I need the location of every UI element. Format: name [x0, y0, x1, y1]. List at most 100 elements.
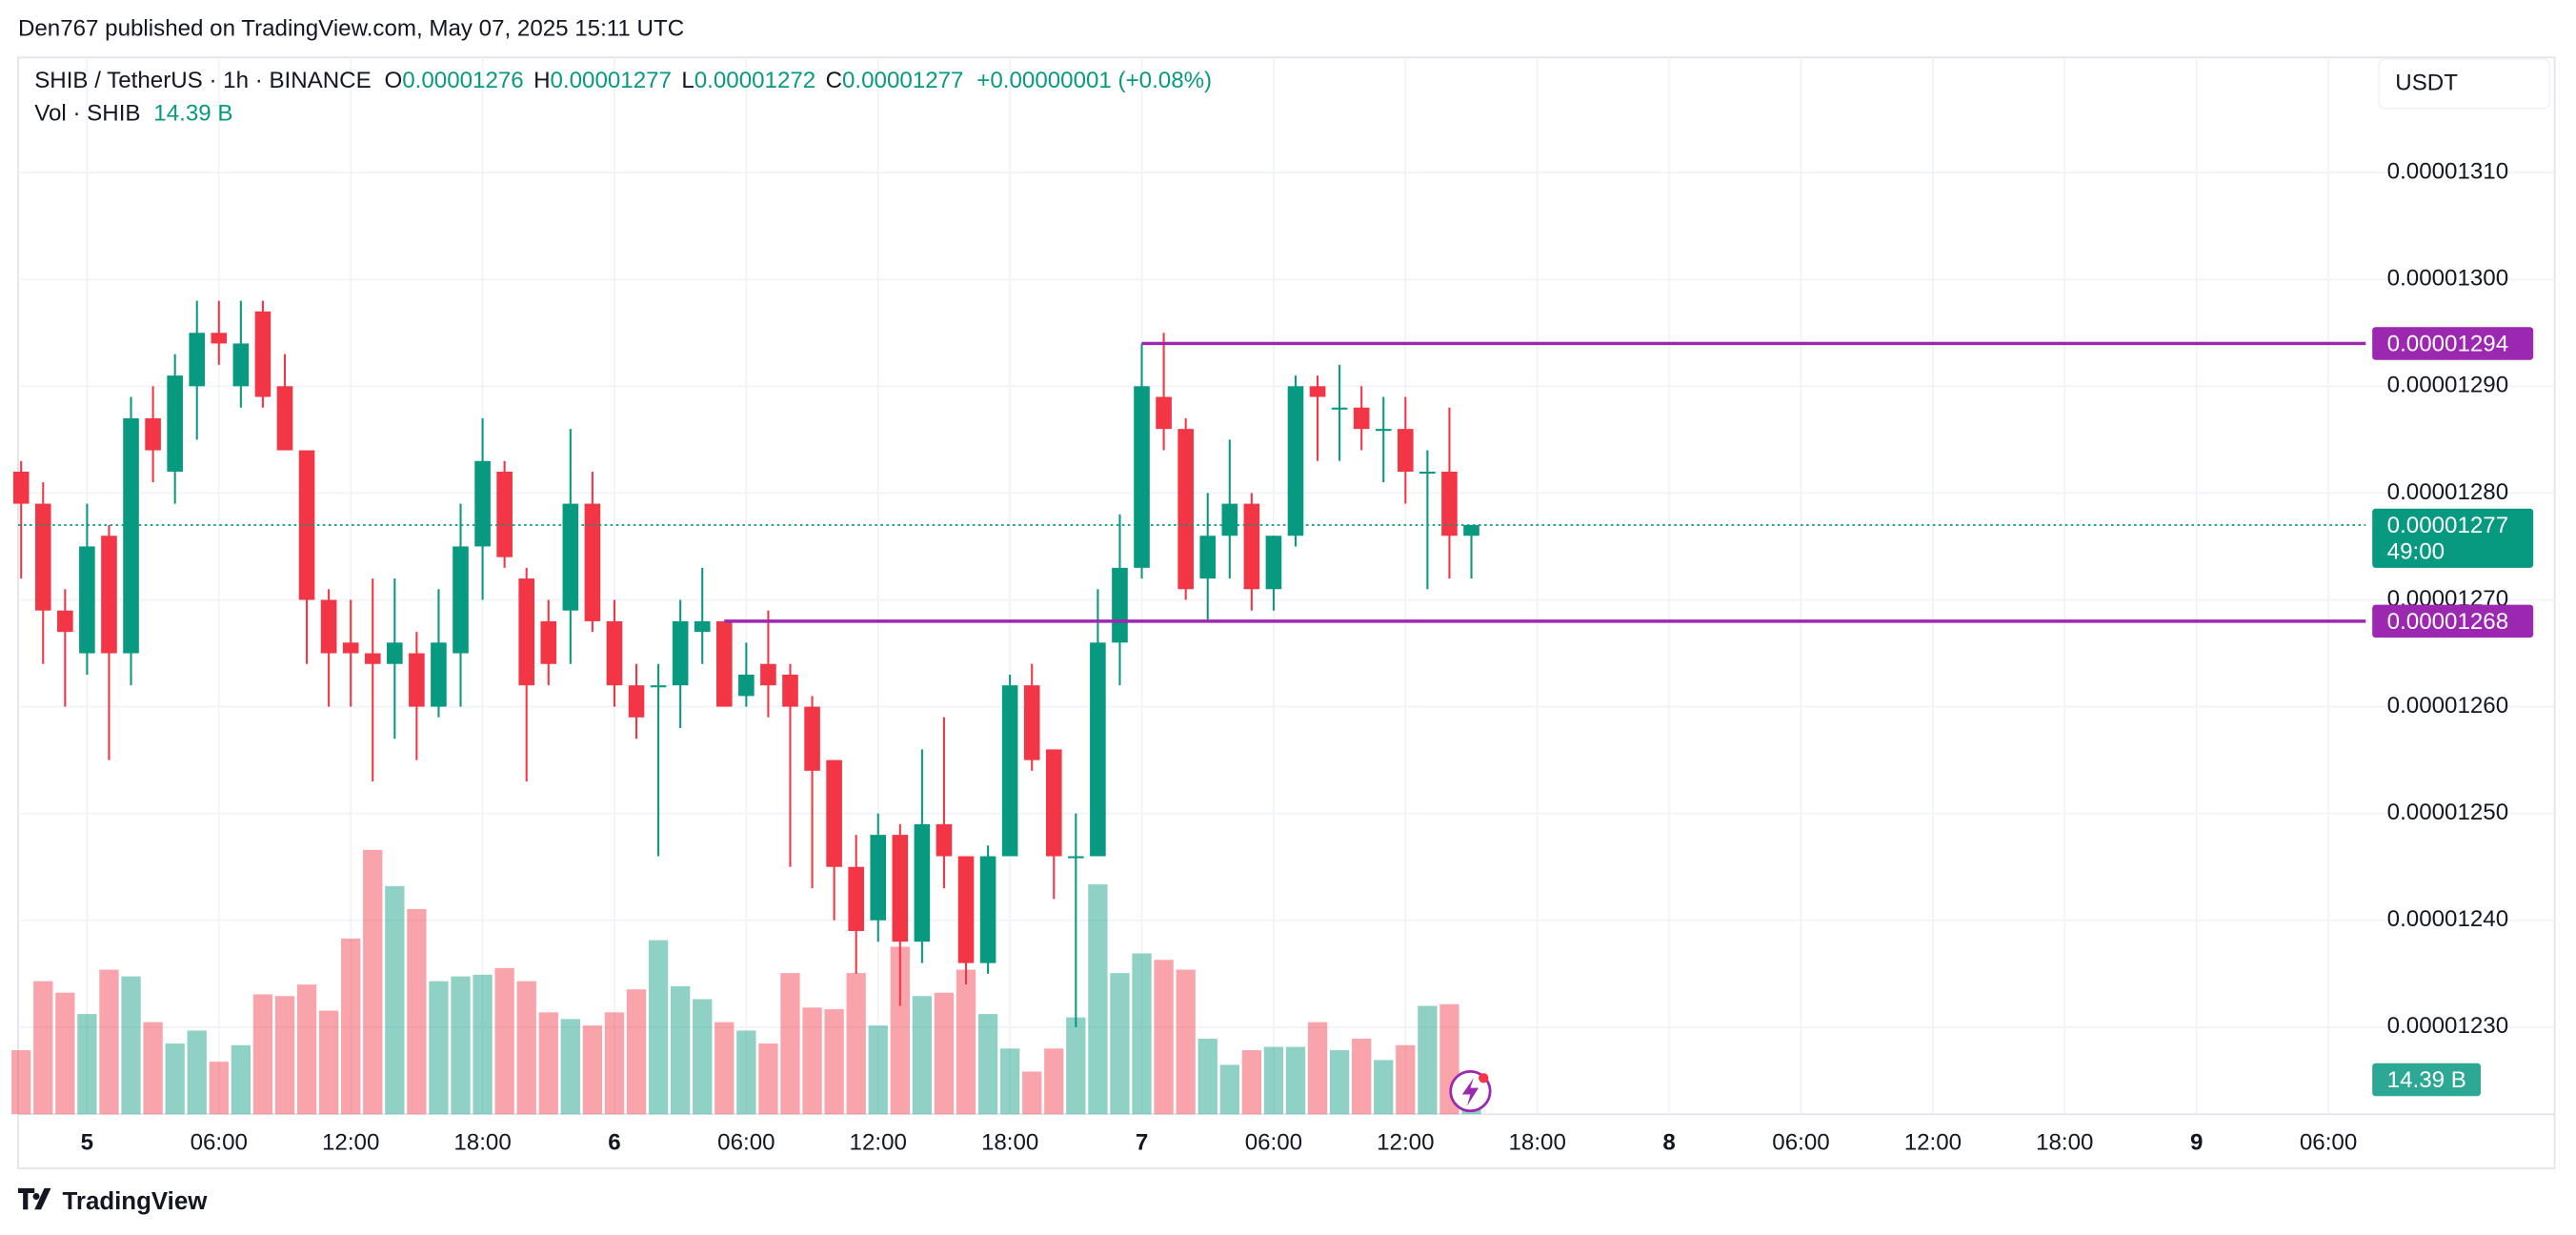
candle-body: [474, 460, 491, 547]
volume-bar: [121, 976, 141, 1115]
candle-body: [628, 685, 645, 718]
candle-body: [1331, 407, 1348, 410]
currency[interactable]: USDT: [2395, 70, 2458, 95]
y-tick-label: 0.00001310: [2387, 158, 2508, 184]
volume-bar: [1132, 953, 1152, 1115]
volume-bar: [473, 974, 493, 1115]
candle-body: [254, 311, 272, 397]
volume-bar: [1219, 1064, 1239, 1115]
volume-bar: [999, 1048, 1020, 1115]
volume-bar: [934, 992, 955, 1115]
y-tick-label: 0.00001260: [2387, 693, 2508, 719]
candle-body: [540, 620, 557, 664]
x-tick-label: 12:00: [322, 1130, 379, 1156]
candle-body: [826, 759, 842, 867]
x-tick-label: 06:00: [1245, 1130, 1302, 1156]
ohlc-value: 0.00001276: [402, 69, 523, 94]
candle-body: [342, 642, 359, 654]
volume-bar: [231, 1044, 252, 1115]
volume-bar: [648, 940, 669, 1115]
volume-bar: [693, 999, 713, 1115]
candle-body: [518, 578, 535, 686]
y-tick-label: 0.00001230: [2387, 1013, 2508, 1039]
brand-logo: [17, 1187, 51, 1210]
volume-bar: [1396, 1044, 1416, 1115]
candle-body: [782, 674, 798, 707]
candle-body: [276, 386, 293, 451]
candle-body: [1001, 685, 1018, 857]
candle-body: [1199, 536, 1217, 579]
x-tick-label: 9: [2190, 1130, 2203, 1156]
volume-bar: [1154, 960, 1174, 1115]
x-tick-label: 18:00: [2036, 1130, 2093, 1156]
candle-body: [672, 620, 689, 686]
volume-bar: [626, 989, 647, 1115]
alert-dot: [1479, 1073, 1489, 1083]
candle-body: [364, 653, 381, 664]
candle-body: [1463, 525, 1479, 537]
level-label: 0.00001268: [2387, 609, 2508, 635]
volume-bar: [429, 981, 449, 1115]
volume-bar: [1418, 1005, 1438, 1115]
candle-body: [211, 333, 228, 344]
currency-button[interactable]: [2378, 58, 2551, 110]
volume-bar: [1285, 1046, 1306, 1115]
volume-bar: [538, 1012, 558, 1115]
candle-body: [1156, 396, 1172, 430]
volume-bar: [1307, 1022, 1328, 1115]
candle-body: [715, 620, 733, 707]
volume-bar: [11, 1050, 31, 1115]
volume-bar: [912, 996, 933, 1115]
candle-body: [606, 620, 623, 686]
candle-body: [1134, 386, 1150, 568]
x-tick-label: 06:00: [717, 1130, 775, 1156]
volume-bar: [1263, 1046, 1284, 1115]
volume-bar: [1329, 1050, 1350, 1115]
candle-body: [979, 856, 996, 963]
volume-bar: [956, 969, 976, 1115]
volume-bar: [296, 984, 317, 1115]
candle-body: [189, 333, 206, 387]
x-tick-label: 18:00: [1509, 1130, 1566, 1156]
x-tick-label: 7: [1136, 1130, 1148, 1156]
candle-body: [409, 653, 425, 707]
candle-body: [848, 866, 864, 931]
candle-body: [584, 503, 601, 621]
volume-axis-label: 14.39 B: [2387, 1067, 2466, 1093]
candle-body: [453, 546, 469, 654]
candle-body: [760, 663, 776, 686]
volume-bar: [1197, 1039, 1218, 1115]
published-note: Den767 published on TradingView.com, May…: [18, 15, 684, 41]
volume-bar: [55, 992, 75, 1115]
ohlc-value: 0.00001277: [551, 69, 672, 94]
candle-body: [34, 503, 51, 611]
volume-bar: [252, 994, 273, 1115]
candle-body: [123, 417, 139, 654]
candle-body: [496, 471, 513, 557]
volume-bar: [516, 981, 536, 1115]
volume-bar: [1176, 969, 1196, 1115]
candle-body: [870, 835, 887, 921]
volume-bar: [1374, 1060, 1394, 1115]
volume-bar: [143, 1022, 163, 1115]
volume-bar: [451, 976, 471, 1115]
candle-body: [431, 642, 447, 707]
x-tick-label: 6: [608, 1130, 620, 1156]
last-price-box: [2372, 508, 2534, 568]
candle-body: [1090, 642, 1106, 857]
candle-body: [1398, 429, 1414, 472]
candle-body: [167, 375, 183, 472]
x-tick-label: 12:00: [1377, 1130, 1434, 1156]
volume-bar: [33, 981, 53, 1115]
candle-body: [957, 856, 975, 963]
candle-body: [232, 343, 250, 387]
ohlc-key: H: [533, 69, 550, 94]
grid: 0.00001230 0.00001240 0.00001250 0.00001260…: [17, 57, 2555, 1156]
volume-bar: [824, 1009, 844, 1115]
volume-bar: [714, 1022, 735, 1115]
candle-body: [914, 823, 931, 942]
x-tick-label: 5: [81, 1130, 93, 1156]
ohlc-value: 0.00001277: [842, 69, 963, 94]
level-label: 0.00001294: [2387, 332, 2508, 357]
